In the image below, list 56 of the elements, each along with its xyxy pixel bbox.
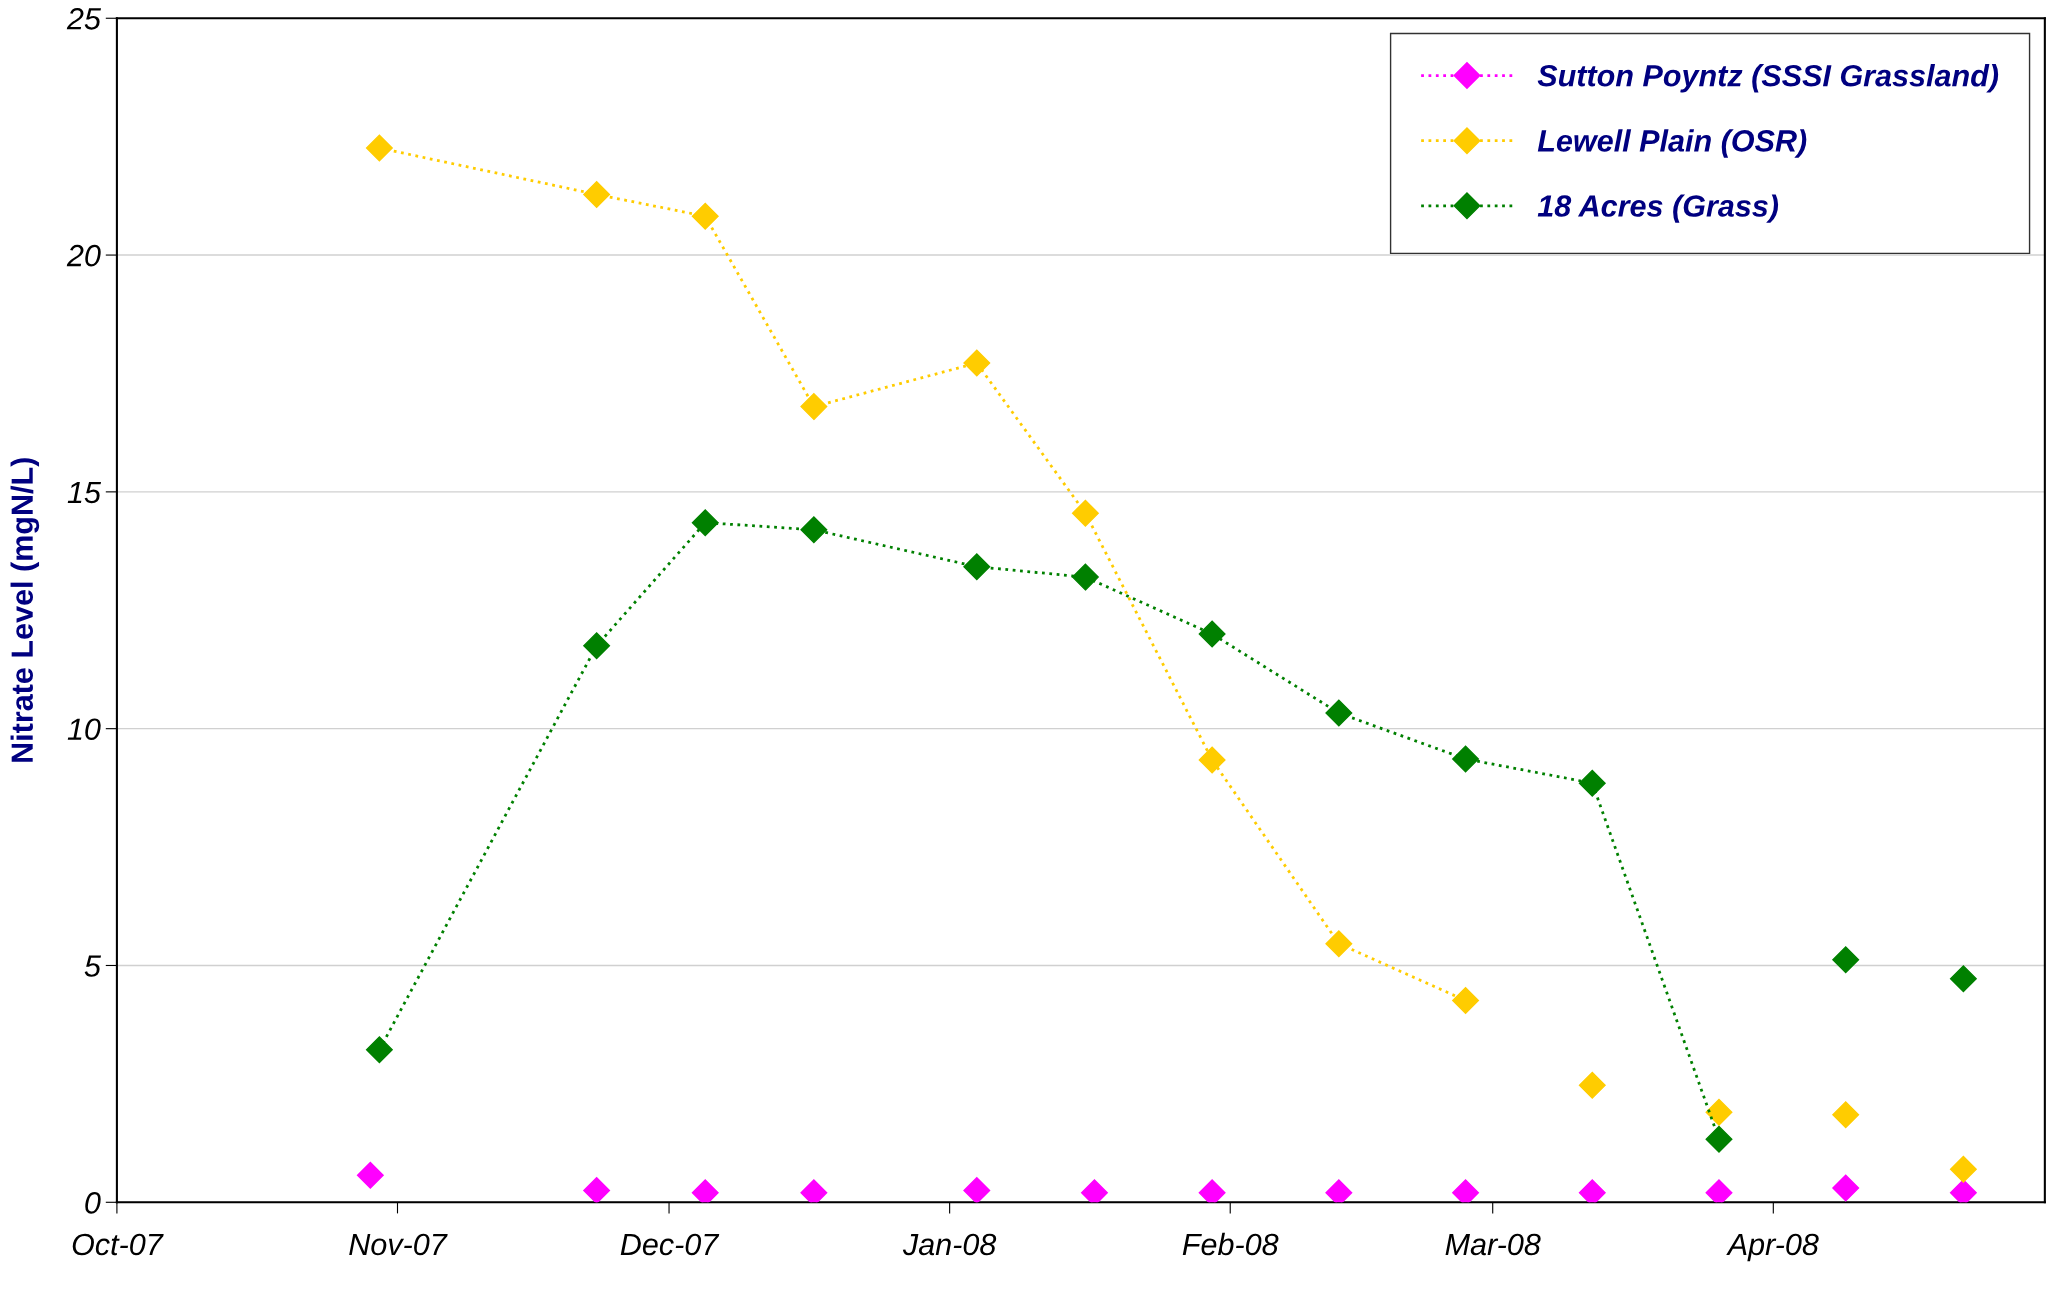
point <box>583 632 611 660</box>
point <box>1325 699 1353 727</box>
point <box>1071 499 1099 527</box>
point <box>1071 563 1099 591</box>
x-tick-label: Oct-07 <box>72 1233 164 1256</box>
x-tick-label: Feb-08 <box>1182 1232 1279 1256</box>
point <box>1198 1179 1226 1203</box>
point <box>1705 1125 1733 1153</box>
point <box>1198 620 1226 648</box>
point <box>1949 965 1977 993</box>
y-tick-label: 15 <box>67 481 102 504</box>
x-tick-label: Jan-08 <box>902 1233 997 1256</box>
point <box>365 1036 393 1064</box>
y-tick-label: 10 <box>67 718 101 741</box>
y-tick-label: 25 <box>66 7 102 30</box>
point <box>963 1176 991 1203</box>
point <box>1578 1179 1606 1203</box>
legend-label: Lewell Plain (OSR) <box>1537 129 1807 158</box>
point <box>1198 746 1226 774</box>
point <box>583 180 611 208</box>
x-tick-label: Nov-07 <box>349 1233 448 1256</box>
point <box>1452 745 1480 773</box>
x-tick-label: Apr-08 <box>1726 1233 1819 1262</box>
point <box>365 134 393 162</box>
point <box>1325 930 1353 958</box>
point <box>800 393 828 421</box>
point <box>963 349 991 377</box>
point <box>1325 1179 1353 1203</box>
point <box>1705 1179 1733 1203</box>
point <box>1705 1098 1733 1126</box>
point <box>1832 1174 1860 1202</box>
point <box>963 553 991 581</box>
point <box>1578 1071 1606 1099</box>
point <box>1832 1101 1860 1129</box>
point <box>800 516 828 544</box>
point <box>1080 1179 1108 1203</box>
point <box>1452 1179 1480 1203</box>
point <box>800 1179 828 1203</box>
point <box>691 202 719 230</box>
point <box>1578 769 1606 797</box>
point <box>356 1161 384 1189</box>
point <box>1832 946 1860 974</box>
y-tick-label: 0 <box>85 1192 101 1214</box>
y-tick-label: 20 <box>66 244 101 267</box>
x-tick-label: Mar-08 <box>1445 1233 1541 1256</box>
y-tick-label: 5 <box>84 955 102 977</box>
y-axis-title: Nitrate Level (mgN/L) <box>10 458 40 762</box>
point <box>1949 1155 1977 1183</box>
point <box>1949 1179 1977 1203</box>
point <box>691 1179 719 1203</box>
legend-label: Sutton Poyntz (SSSI Grassland) <box>1537 64 1999 93</box>
x-tick-label: Dec-07 <box>620 1233 720 1256</box>
point <box>583 1176 611 1203</box>
point <box>691 509 719 537</box>
legend-label: 18 Acres (Grass) <box>1537 194 1779 223</box>
point <box>1452 987 1480 1014</box>
